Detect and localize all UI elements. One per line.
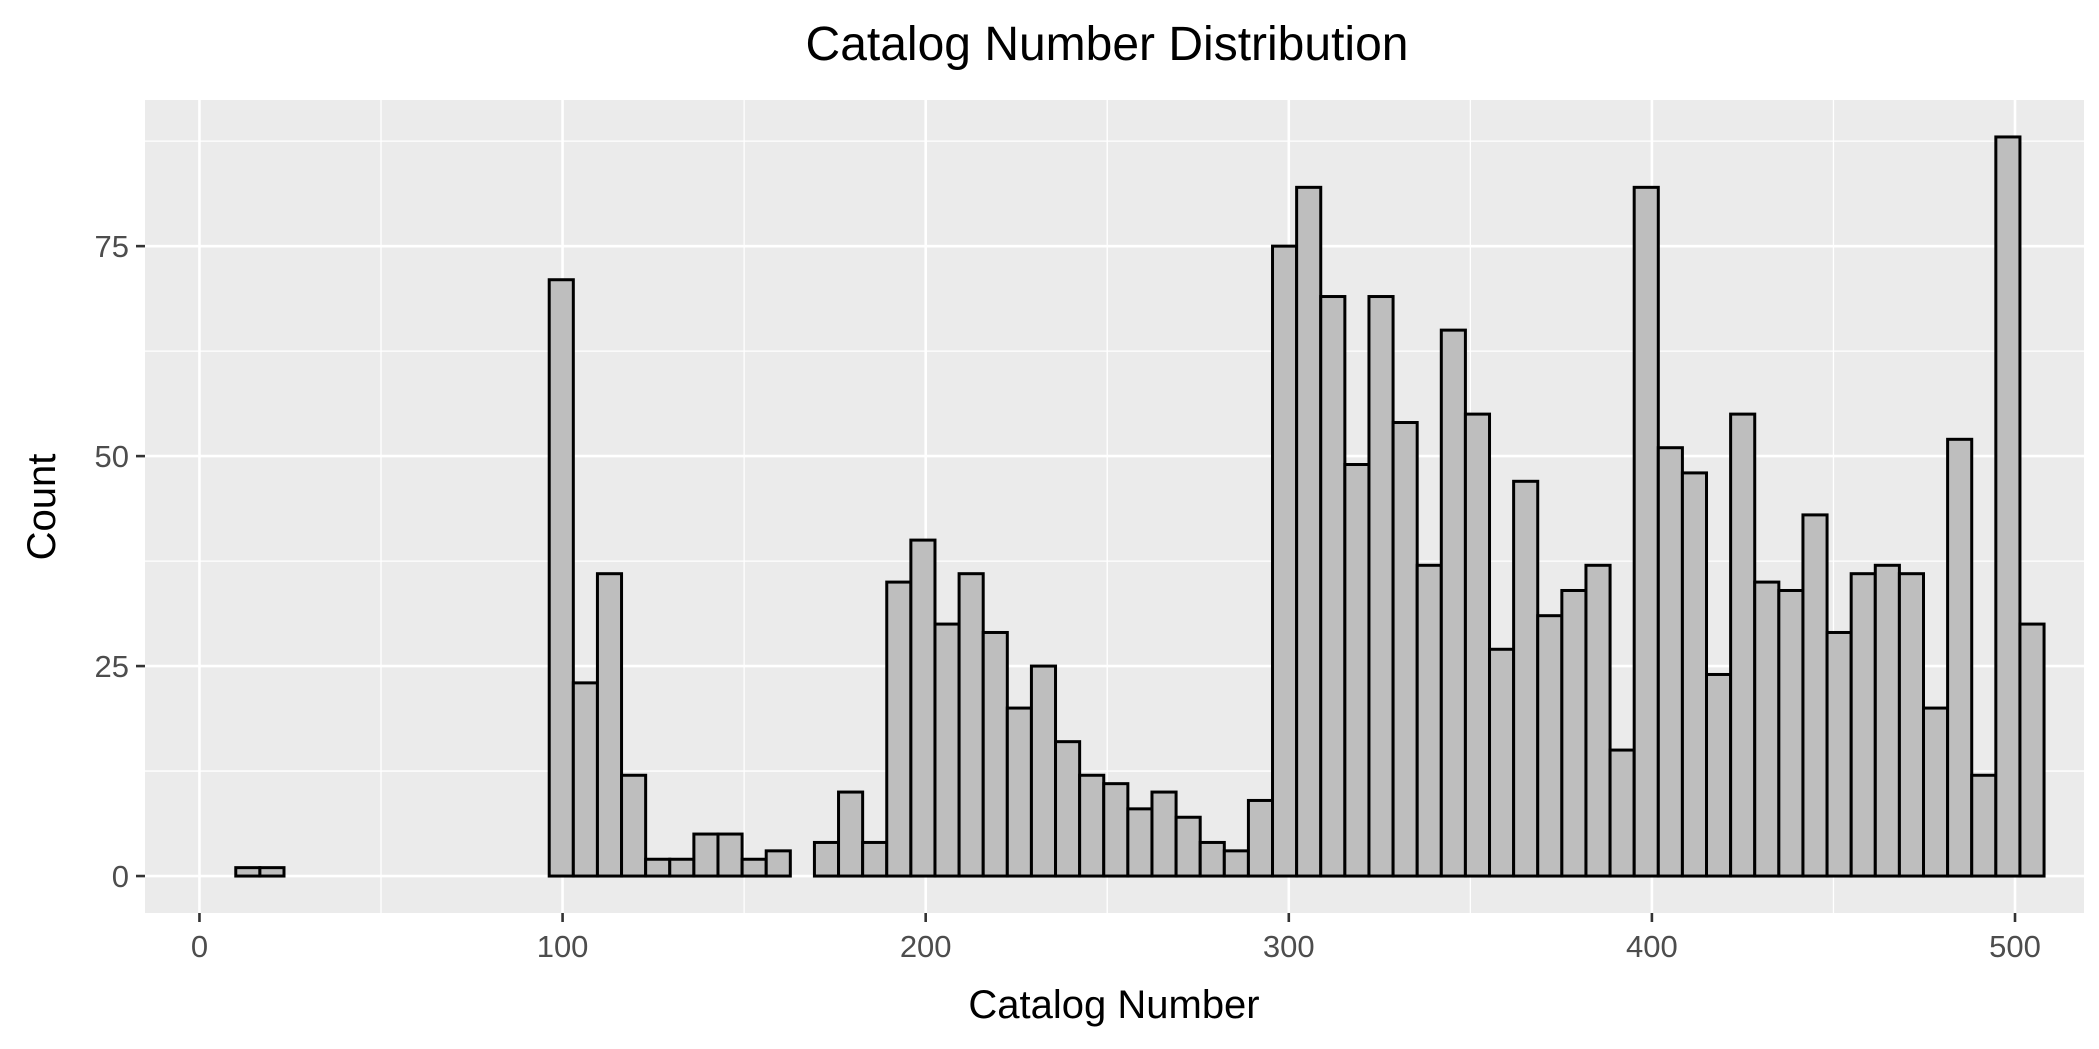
histogram-bar [1391, 421, 1419, 878]
histogram-bar [1246, 798, 1275, 878]
x-tick-label: 400 [1626, 929, 1678, 964]
histogram-bar [1463, 412, 1492, 878]
histogram-bars [234, 135, 2046, 878]
histogram-bar [716, 832, 744, 878]
histogram-bar [692, 832, 720, 878]
histogram-bar [1343, 463, 1371, 878]
histogram-bar [933, 622, 961, 878]
histogram-bar [764, 849, 792, 878]
histogram-bar [861, 840, 889, 878]
y-tick-label: 75 [95, 229, 129, 264]
histogram-bar [1126, 807, 1154, 878]
histogram-bar [1656, 446, 1684, 878]
histogram-bar [1970, 773, 1998, 878]
histogram-bar [1295, 185, 1323, 878]
histogram-bar [1102, 782, 1130, 878]
histogram-bar [1946, 437, 1974, 878]
x-tick-label: 300 [1263, 929, 1315, 964]
histogram-bar [547, 278, 575, 878]
histogram-bar [1415, 563, 1443, 878]
histogram-bar [644, 857, 672, 878]
histogram-bar [2018, 622, 2046, 878]
histogram-bar [571, 681, 599, 878]
histogram-bar [885, 580, 913, 878]
y-axis: 0 25 50 75 [95, 229, 145, 894]
histogram-bar [1367, 295, 1395, 878]
y-tick-label: 0 [112, 859, 129, 894]
histogram-bar [1729, 412, 1757, 878]
histogram-bar [1705, 672, 1733, 878]
histogram-bar [981, 630, 1009, 878]
y-tick-label: 50 [95, 439, 129, 474]
histogram-bar [1801, 513, 1829, 878]
histogram-bar [740, 857, 768, 878]
histogram-bar [1150, 790, 1178, 878]
histogram-bar [1439, 328, 1467, 878]
histogram-bar [1512, 479, 1540, 878]
histogram-bar [1680, 471, 1709, 878]
histogram-bar [1632, 185, 1660, 878]
histogram-bar [1560, 588, 1588, 878]
y-tick-label: 25 [95, 649, 129, 684]
histogram-bar [909, 538, 937, 878]
histogram-bar [1825, 630, 1853, 878]
chart-title: Catalog Number Distribution [806, 18, 1409, 71]
histogram-bar [812, 840, 841, 878]
histogram-bar [1584, 563, 1612, 878]
x-tick-label: 200 [900, 929, 952, 964]
histogram-bar [668, 857, 696, 878]
histogram-bar [1536, 614, 1564, 878]
x-axis: 0 100 200 300 400 500 [191, 913, 2041, 964]
histogram-bar [234, 866, 262, 878]
histogram-bar [595, 572, 624, 878]
x-tick-label: 500 [1989, 929, 2041, 964]
histogram-bar [1078, 773, 1106, 878]
histogram-bar [258, 866, 286, 878]
histogram-bar [1873, 563, 1901, 878]
histogram-bar [1777, 588, 1805, 878]
histogram-bar [1753, 580, 1781, 878]
histogram-bar [1054, 740, 1082, 878]
histogram-bar [957, 572, 985, 878]
x-tick-label: 0 [191, 929, 208, 964]
x-axis-title: Catalog Number [968, 983, 1259, 1027]
histogram-bar [1849, 572, 1877, 878]
histogram-bar [1897, 572, 1926, 878]
histogram-bar [1488, 647, 1516, 878]
histogram-bar [1174, 815, 1202, 878]
histogram-bar [1222, 849, 1250, 878]
x-tick-label: 100 [537, 929, 589, 964]
histogram-bar [837, 790, 865, 878]
histogram-bar [1994, 135, 2022, 878]
histogram-bar [620, 773, 648, 878]
histogram-bar [1005, 706, 1033, 878]
histogram-bar [1319, 295, 1347, 878]
y-axis-title: Count [20, 454, 64, 561]
histogram-bar [1922, 706, 1950, 878]
histogram-bar [1271, 244, 1299, 878]
histogram-bar [1608, 748, 1636, 878]
histogram-bar [1029, 664, 1058, 878]
histogram-bar [1198, 840, 1226, 878]
